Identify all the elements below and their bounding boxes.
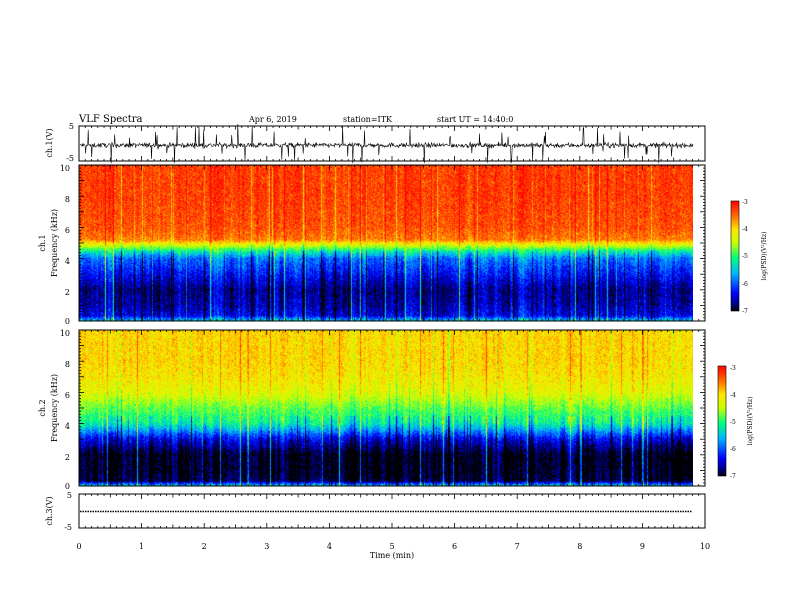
ch1-colorbar-tick-minus7: -7: [742, 308, 748, 315]
ch1-colorbar-tick-minus5: -5: [742, 253, 748, 260]
ch2-spectrogram-panel: ch.2 Frequency (kHz) 0 2 4 6 8 10: [38, 329, 706, 491]
ch1-freq-tick-6: 6: [65, 226, 70, 235]
ch2-colorbar: -3 -4 -5 -6 -7 log(PSD)(V²/Hz): [717, 365, 754, 480]
ch1-spectrogram-ylabel-frequency: Frequency (kHz): [50, 209, 59, 277]
ch1-colorbar: -3 -4 -5 -6 -7 log(PSD)(V²/Hz): [730, 199, 768, 315]
ch2-colorbar-gradient: [717, 365, 727, 477]
time-tick-9: 9: [640, 542, 645, 551]
ch2-freq-tick-10: 10: [60, 329, 70, 338]
ch1-freq-tick-4: 4: [65, 257, 70, 266]
ch1-waveform-line: [79, 123, 694, 164]
ch1-freq-tick-0: 0: [65, 317, 70, 326]
time-tick-10: 10: [700, 542, 710, 551]
ch2-freq-tick-0: 0: [65, 482, 70, 491]
ch2-spectrogram-heatmap: [79, 330, 693, 486]
ch1-freq-tick-2: 2: [65, 288, 70, 297]
time-tick-2: 2: [202, 542, 207, 551]
figure-title: VLF Spectra: [78, 114, 143, 125]
date-label: Apr 6, 2019: [248, 115, 297, 124]
ch3-waveform-panel: 5 -5 ch.3(V): [45, 491, 706, 532]
ch1-ytick-bottom: -5: [66, 154, 74, 163]
ch3-ylabel: ch.3(V): [45, 496, 54, 525]
ch1-freq-tick-8: 8: [65, 195, 70, 204]
ch2-freq-tick-6: 6: [65, 391, 70, 400]
axis-ticks: [78, 126, 706, 528]
ch1-waveform-panel: 5 -5 ch.1(V): [45, 122, 706, 164]
ch1-freq-tick-10: 10: [60, 164, 70, 173]
time-tick-3: 3: [264, 542, 269, 551]
ch1-colorbar-tick-minus6: -6: [742, 281, 748, 288]
ch1-ytick-top: 5: [69, 122, 74, 131]
ch1-ylabel: ch.1(V): [45, 128, 54, 157]
start-time-label: start UT = 14:40:0: [437, 115, 513, 124]
ch2-colorbar-tick-minus7: -7: [730, 473, 736, 480]
ch3-ytick-bottom: -5: [64, 523, 72, 532]
ch2-freq-tick-4: 4: [65, 422, 70, 431]
ch2-colorbar-tick-minus6: -6: [730, 446, 736, 453]
ch2-colorbar-tick-minus5: -5: [730, 419, 736, 426]
station-label: station=ITK: [343, 115, 393, 124]
ch2-colorbar-tick-minus3: -3: [730, 365, 736, 372]
ch1-spectrogram-panel: ch.1 Frequency (kHz) 0 2 4 6 8 10: [38, 164, 706, 326]
ch2-spectrogram-image-wrap: [79, 330, 693, 486]
ch2-colorbar-tick-minus4: -4: [730, 392, 736, 399]
ch2-colorbar-label: log(PSD)(V²/Hz): [747, 397, 754, 446]
time-tick-8: 8: [577, 542, 582, 551]
ch1-spectrogram-ylabel-channel: ch.1: [38, 234, 47, 251]
ch1-colorbar-tick-minus4: -4: [742, 226, 748, 233]
ch1-spectrogram-heatmap: [79, 165, 693, 321]
ch1-colorbar-gradient: [730, 200, 740, 312]
time-tick-1: 1: [139, 542, 144, 551]
time-axis-label: Time (min): [370, 551, 414, 560]
ch2-spectrogram-ylabel-frequency: Frequency (kHz): [50, 374, 59, 442]
time-tick-4: 4: [327, 542, 332, 551]
ch2-spectrogram-ylabel-channel: ch.2: [38, 399, 47, 416]
ch1-colorbar-label: log(PSD)(V²/Hz): [761, 232, 768, 281]
time-tick-6: 6: [452, 542, 457, 551]
time-tick-5: 5: [389, 542, 394, 551]
time-tick-7: 7: [515, 542, 520, 551]
ch2-freq-tick-2: 2: [65, 453, 70, 462]
time-axis: 0 1 2 3 4 5 6 7 8 9 10 Time (min): [76, 542, 710, 560]
ch1-colorbar-tick-minus3: -3: [742, 199, 748, 206]
ch1-spectrogram-image-wrap: [79, 165, 693, 321]
ch3-ytick-top: 5: [67, 491, 72, 500]
ch2-freq-tick-8: 8: [65, 360, 70, 369]
time-tick-0: 0: [76, 542, 81, 551]
